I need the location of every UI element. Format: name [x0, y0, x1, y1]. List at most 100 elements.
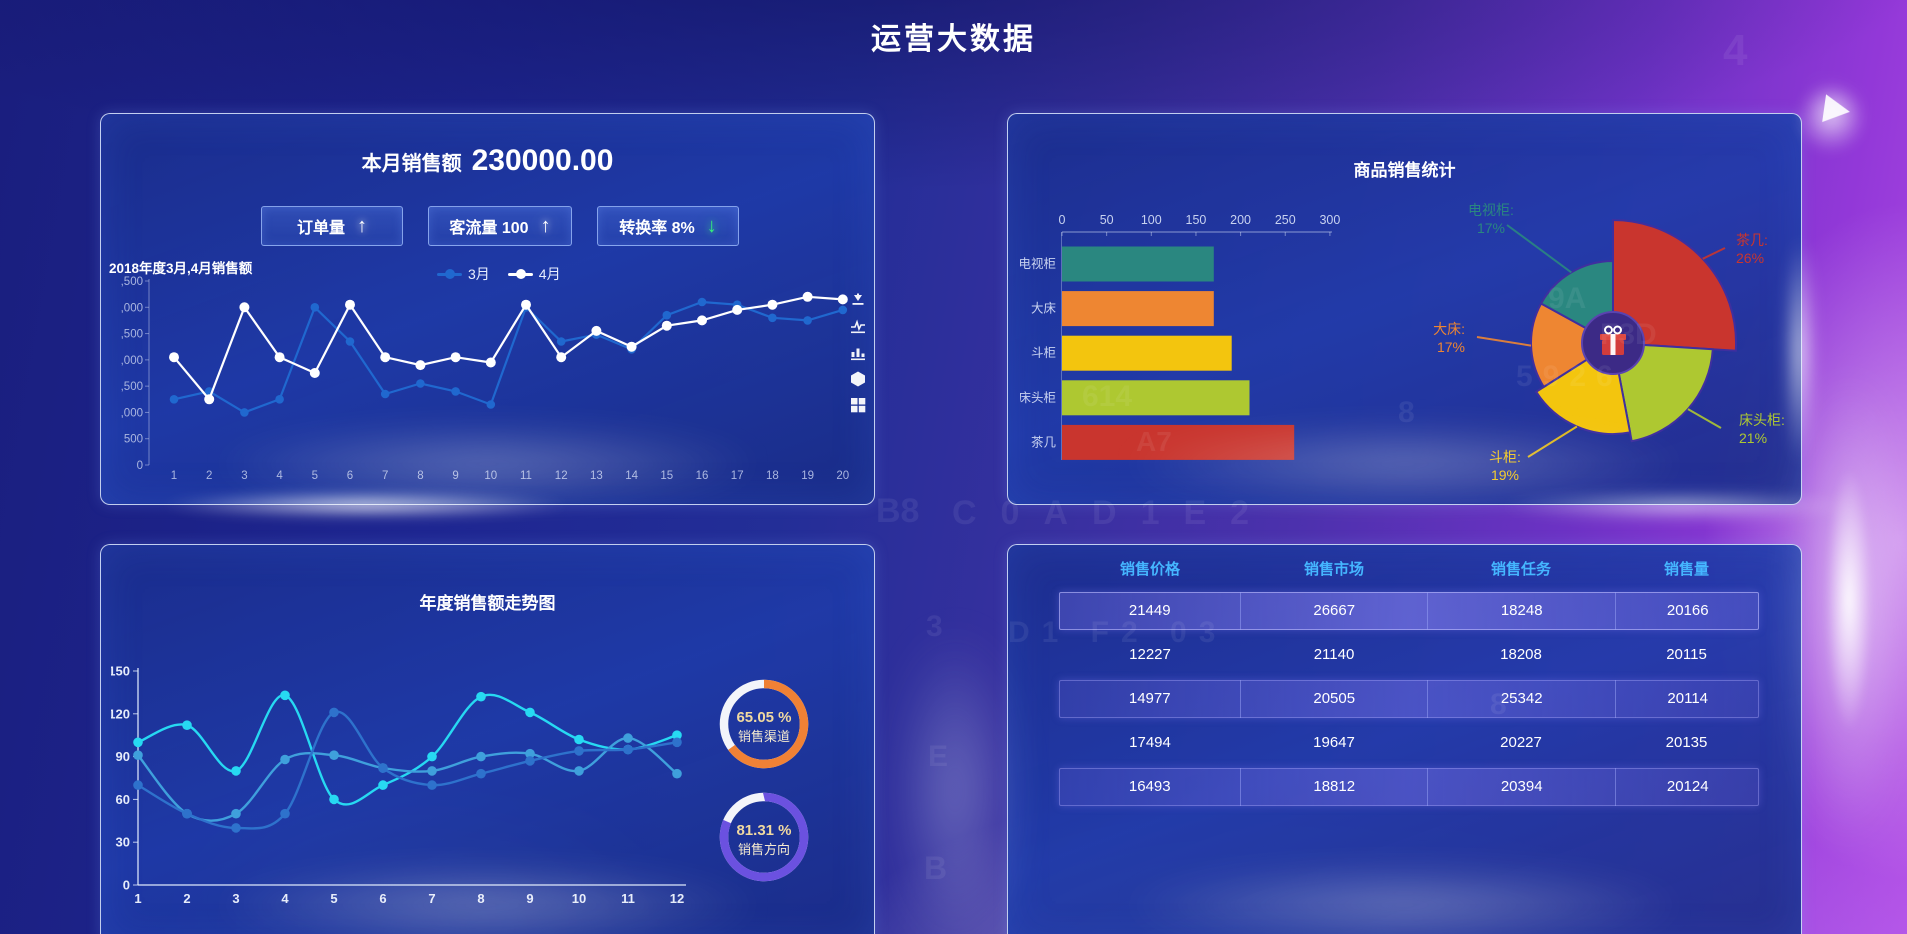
svg-text:6: 6 — [379, 891, 386, 906]
down-arrow-icon: ↓ — [706, 215, 717, 237]
annual-trend-title: 年度销售额走势图 — [419, 594, 556, 613]
table-cell: 20227 — [1500, 734, 1542, 751]
panel-product-sales: 商品销售统计 0 50 100 150 200 250 300 电视柜 大床 斗柜 床头柜 茶几 茶几… — [1007, 113, 1802, 505]
tiled-icon[interactable] — [849, 396, 867, 414]
table-cell: 20115 — [1666, 646, 1707, 663]
table-row: 14977 20505 25342 20114 — [1059, 677, 1759, 721]
svg-text:60: 60 — [116, 792, 130, 807]
bar-大床 — [1062, 291, 1214, 327]
table-cell: 14977 — [1059, 680, 1242, 718]
svg-text:0: 0 — [137, 460, 143, 472]
orders-button[interactable]: 订单量 ↑ — [261, 206, 403, 246]
svg-text:10: 10 — [484, 470, 497, 482]
table-cell: 25342 — [1428, 680, 1617, 718]
table-row: 21449 26667 18248 20166 — [1059, 589, 1759, 633]
table-row: 17494 19647 20227 20135 — [1059, 721, 1759, 765]
svg-text:电视柜: 电视柜 — [1020, 256, 1056, 271]
panel-sales-table: 销售价格 销售市场 销售任务 销售量 21449 26667 18248 20166 1222… — [1007, 544, 1802, 934]
bar-type-icon[interactable] — [849, 344, 867, 362]
table-header-row: 销售价格 销售市场 销售任务 销售量 — [1059, 547, 1759, 589]
series-4月 — [169, 291, 848, 405]
svg-text:2,500: 2,500 — [121, 329, 143, 341]
table-cell: 20505 — [1241, 680, 1428, 718]
table-cell: 20124 — [1666, 778, 1709, 795]
center-column-glow — [900, 630, 1010, 934]
legend-mark-icon — [437, 269, 462, 279]
svg-text:斗柜: 斗柜 — [1031, 346, 1056, 360]
svg-text:7: 7 — [428, 891, 435, 906]
table-row: 16493 18812 20394 20124 — [1059, 765, 1759, 809]
orders-button-label: 订单量 — [296, 220, 345, 237]
traffic-button[interactable]: 客流量 100 ↑ — [428, 206, 572, 246]
svg-text:11: 11 — [520, 470, 532, 482]
pie-label-大床: 大床: — [1433, 321, 1465, 337]
svg-text:20: 20 — [836, 470, 849, 482]
svg-text:3,000: 3,000 — [121, 302, 143, 314]
legend-item-4月[interactable]: 4月 — [507, 264, 561, 284]
monthly-sales-header: 本月销售额 230000.00 — [101, 144, 874, 178]
monthly-sales-line-chart: 05001,0001,5002,0002,5003,0003,500123456… — [121, 276, 849, 482]
svg-text:17%: 17% — [1437, 339, 1465, 355]
panel-monthly-sales: 本月销售额 230000.00 订单量 ↑ 客流量 100 ↑ 转换率 8% ↓ … — [100, 113, 875, 505]
svg-text:8: 8 — [477, 891, 484, 906]
svg-text:12: 12 — [555, 470, 568, 482]
corner-flare-triangle-icon — [1822, 94, 1852, 126]
svg-text:500: 500 — [124, 434, 143, 446]
table-cell: 18208 — [1500, 646, 1542, 663]
svg-text:12: 12 — [670, 891, 684, 906]
svg-text:250: 250 — [1275, 213, 1296, 227]
table-cell: 21140 — [1313, 646, 1355, 663]
svg-text:3: 3 — [241, 470, 247, 482]
table-cell: 16493 — [1059, 768, 1242, 806]
pie-slice-茶几 — [1612, 218, 1738, 352]
svg-text:2: 2 — [206, 470, 212, 482]
legend-mark-icon — [507, 269, 533, 279]
stack-icon[interactable] — [849, 370, 867, 388]
chart-toolbox — [849, 292, 867, 414]
traffic-button-label: 客流量 100 — [449, 220, 529, 237]
gauge-value: 65.05 % — [736, 709, 791, 726]
svg-text:14: 14 — [625, 470, 638, 482]
table-cell: 26667 — [1241, 592, 1428, 630]
svg-text:4: 4 — [276, 470, 283, 482]
svg-text:16: 16 — [696, 470, 709, 482]
monthly-sales-label: 本月销售额 — [361, 153, 462, 175]
svg-text:26%: 26% — [1736, 250, 1764, 266]
table-cell: 18812 — [1241, 768, 1428, 806]
svg-text:2,000: 2,000 — [121, 355, 143, 367]
table-row: 12227 21140 18208 20115 — [1059, 633, 1759, 677]
background-glyph: B — [924, 850, 948, 886]
svg-text:150: 150 — [111, 664, 130, 679]
panel-annual-trend: 年度销售额走势图 0 30 60 90 120 150 1 2 3 4 5 6 7 8 9 10 11 12 65… — [100, 544, 875, 934]
svg-text:大床: 大床 — [1031, 302, 1057, 316]
conversion-button[interactable]: 转换率 8% ↓ — [597, 206, 739, 246]
pie-label-斗柜: 斗柜: — [1489, 449, 1521, 465]
svg-text:21%: 21% — [1739, 430, 1767, 446]
save-image-icon[interactable] — [849, 292, 867, 310]
svg-text:13: 13 — [590, 470, 603, 482]
svg-text:90: 90 — [116, 749, 130, 764]
pie-label-电视柜: 电视柜: — [1468, 202, 1514, 218]
sales-channel-gauge: 65.05 % 销售渠道 — [719, 679, 809, 769]
svg-text:30: 30 — [116, 835, 130, 850]
line-type-icon[interactable] — [849, 318, 867, 336]
svg-text:17%: 17% — [1477, 220, 1505, 236]
conversion-button-label: 转换率 8% — [619, 220, 695, 237]
svg-text:1,000: 1,000 — [121, 407, 143, 419]
table-cell: 12227 — [1129, 646, 1171, 663]
svg-text:150: 150 — [1186, 213, 1207, 227]
table-cell: 21449 — [1059, 592, 1242, 630]
gauge-label: 销售渠道 — [738, 729, 790, 744]
sales-chart-legend: 3月 4月 — [437, 264, 561, 284]
svg-text:4: 4 — [281, 891, 289, 906]
column-header: 销售量 — [1663, 560, 1709, 578]
legend-item-3月[interactable]: 3月 — [437, 264, 490, 284]
bar-茶几 — [1062, 424, 1295, 460]
pie-slice-床头柜 — [1611, 341, 1714, 443]
column-header: 销售市场 — [1303, 560, 1364, 578]
svg-text:300: 300 — [1319, 213, 1340, 227]
table-cell: 20135 — [1665, 734, 1708, 751]
svg-text:0: 0 — [1059, 213, 1066, 227]
svg-text:床头柜: 床头柜 — [1020, 391, 1056, 405]
